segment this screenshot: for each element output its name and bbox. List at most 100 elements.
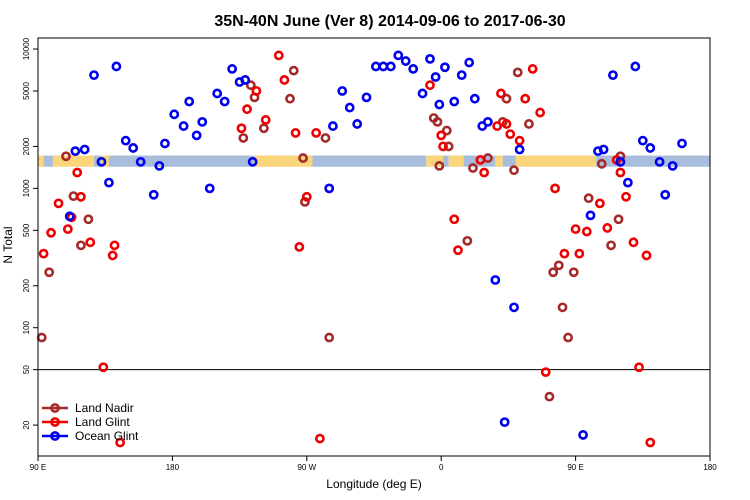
point-land-nadir [613,214,624,225]
point-land-glint [628,237,639,248]
point-land-glint [475,155,486,165]
point-land-nadir [544,391,555,402]
point-ocean-glint [344,102,355,113]
point-ocean-glint [154,160,165,171]
point-ocean-glint [464,57,475,68]
point-ocean-glint [482,116,493,127]
point-ocean-glint [608,70,618,80]
point-land-glint [314,433,325,444]
point-land-glint [279,75,290,85]
point-ocean-glint [160,138,170,149]
point-land-glint [115,437,126,448]
point-land-nadir [441,125,452,136]
point-land-nadir [320,133,331,143]
point-ocean-glint [598,144,609,155]
point-land-nadir [501,93,512,104]
y-tick-label: 5000 [22,82,31,100]
point-ocean-glint [191,130,202,141]
point-ocean-glint [449,96,460,107]
point-ocean-glint [469,93,480,104]
band-segment-land [448,155,464,167]
point-land-nadir [563,332,574,343]
point-land-nadir [557,302,568,313]
point-land-glint [594,198,605,209]
point-ocean-glint [135,156,146,167]
point-land-glint [438,141,448,152]
point-ocean-glint [637,135,648,146]
x-tick-label: 180 [703,463,717,472]
point-land-glint [109,240,120,251]
point-land-nadir [583,193,594,204]
point-land-nadir [298,153,308,163]
point-land-glint [641,250,652,261]
x-axis-label: Longitude (deg E) [326,477,421,491]
point-land-glint [107,250,118,261]
point-land-glint [453,245,463,256]
band-segment-ocean [596,155,710,167]
band-segment-land [495,155,503,167]
band-segment-land [515,155,597,167]
point-ocean-glint [337,86,348,96]
plot-area [36,37,711,457]
x-tick-label: 0 [439,463,444,472]
point-ocean-glint [212,88,223,99]
point-land-glint [479,167,490,178]
y-tick-label: 50 [22,365,31,374]
point-ocean-glint [361,92,372,103]
band-segment-ocean [463,155,496,167]
point-land-nadir [238,133,249,143]
point-ocean-glint [324,183,335,194]
point-land-nadir [324,332,335,343]
point-land-glint [251,86,262,96]
legend-marker-ocean-glint [50,431,60,441]
point-ocean-glint [622,177,633,188]
y-axis-label: N Total [1,226,15,263]
point-land-glint [501,119,512,129]
point-land-glint [615,167,626,178]
point-ocean-glint [64,211,75,222]
legend-label-ocean-glint: Ocean Glint [75,429,139,443]
x-tick-label: 90 E [567,463,583,472]
point-land-glint [496,88,506,99]
point-ocean-glint [434,99,445,110]
point-ocean-glint [615,156,626,167]
point-land-nadir [300,196,310,207]
point-land-nadir [462,235,473,246]
point-ocean-glint [408,64,419,74]
band-segment-ocean [502,155,516,167]
point-land-glint [62,224,73,235]
point-land-glint [53,198,64,209]
point-land-nadir [553,260,564,271]
band-segment-ocean [443,155,449,167]
point-land-nadir [285,93,295,104]
point-ocean-glint [440,62,450,73]
point-land-glint [520,93,531,104]
point-ocean-glint [585,210,596,221]
point-land-nadir [76,240,86,251]
point-ocean-glint [328,121,338,131]
point-land-nadir [596,158,607,169]
point-land-nadir [245,80,256,91]
point-ocean-glint [393,50,404,61]
point-ocean-glint [490,275,501,285]
point-land-nadir [36,332,47,343]
legend-marker-land-nadir [50,403,60,413]
point-ocean-glint [630,61,641,72]
legend-label-land-glint: Land Glint [75,415,130,429]
point-land-glint [242,104,252,115]
point-land-glint [301,191,312,202]
point-ocean-glint [204,183,215,194]
point-ocean-glint [240,75,251,85]
point-land-glint [602,223,613,233]
band-segment-land [38,155,44,167]
series-land-glint [38,50,656,448]
point-ocean-glint [79,144,90,155]
point-ocean-glint [148,189,159,200]
y-tick-label: 100 [22,320,31,334]
point-land-glint [574,248,585,259]
point-land-nadir [288,65,299,76]
point-ocean-glint [128,143,139,153]
point-land-glint [621,191,631,202]
y-tick-label: 10000 [22,37,31,60]
point-land-glint [550,183,560,194]
